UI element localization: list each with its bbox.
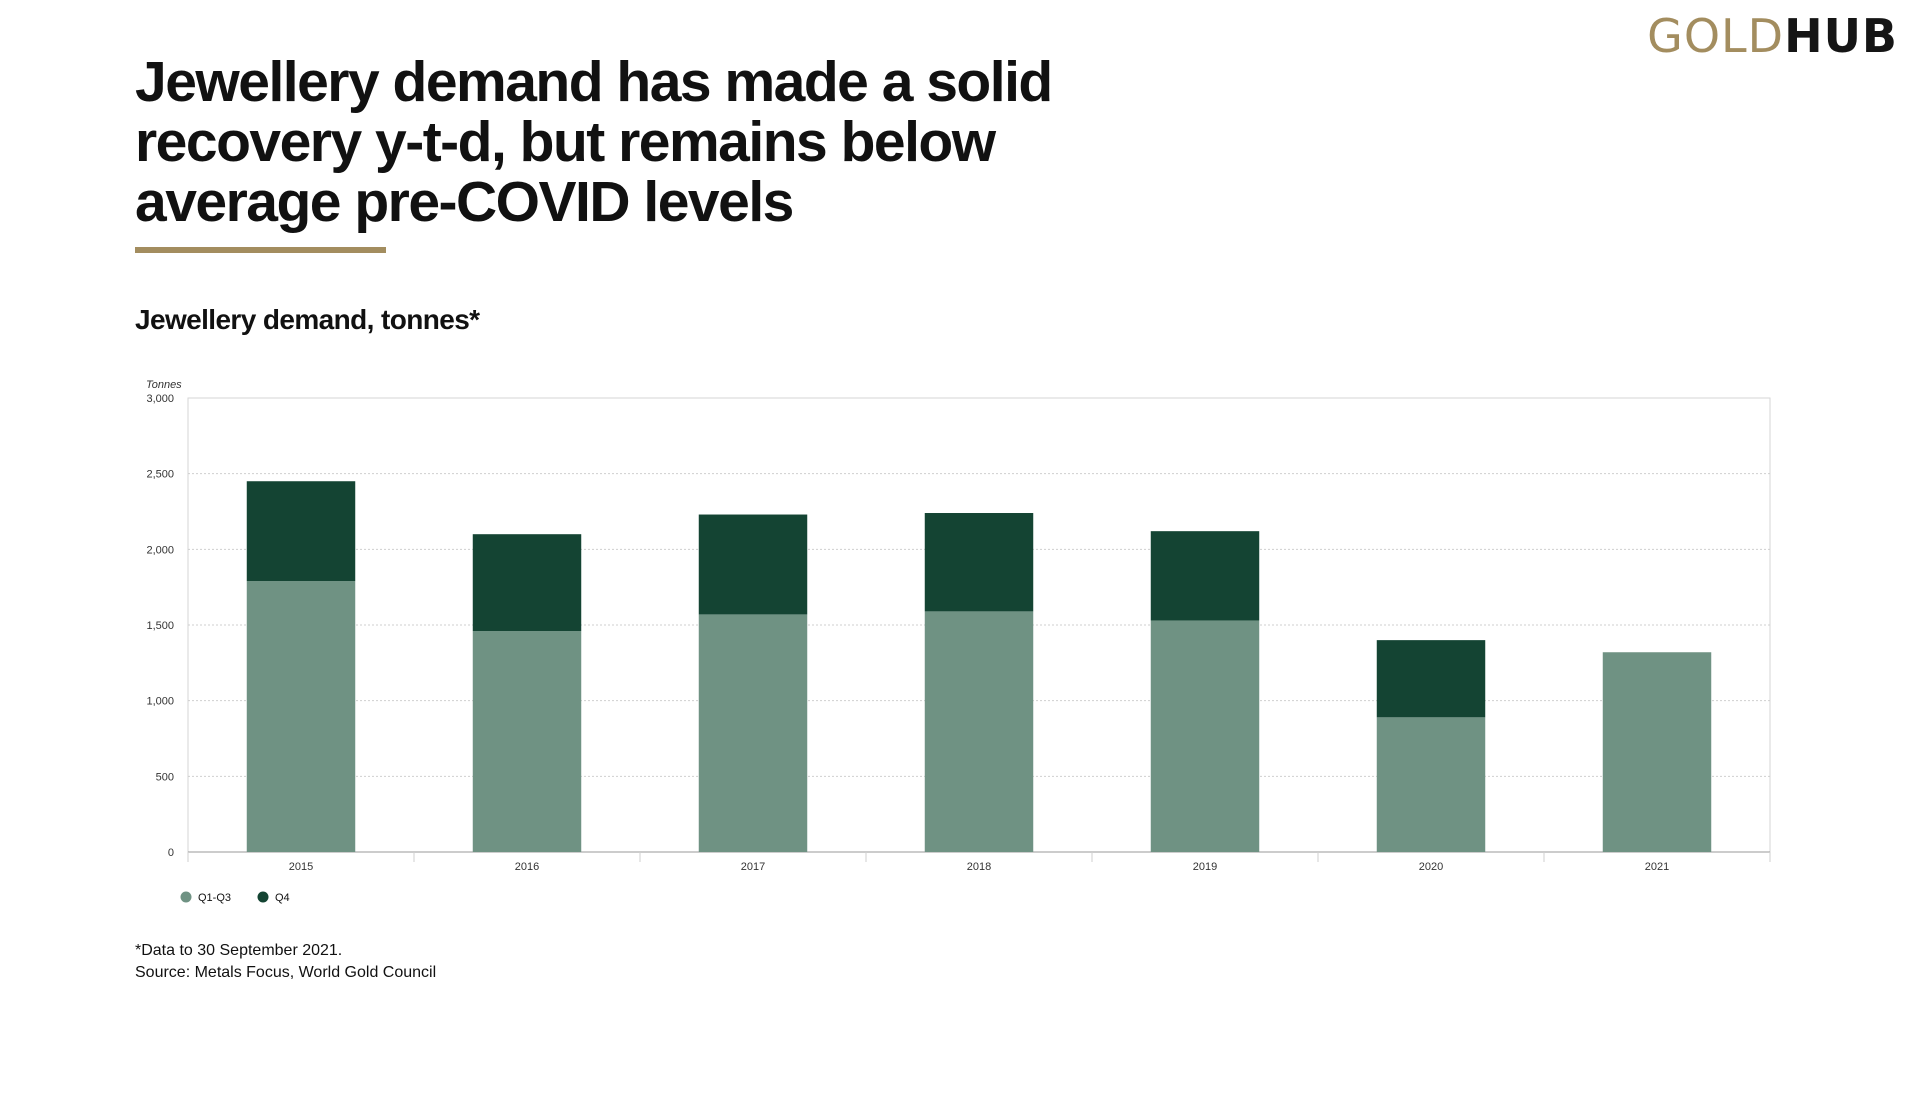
y-tick-label: 500 [156,771,174,783]
bar-q1-q3-2021 [1602,652,1712,852]
bar-q1-q3-2019 [1150,620,1260,852]
bar-q4-2019 [1150,531,1260,621]
footnote-source: Source: Metals Focus, World Gold Council [135,964,437,981]
bar-q4-2016 [472,534,582,632]
footnote-note: *Data to 30 September 2021. [135,942,343,959]
x-tick-label: 2019 [1193,861,1217,873]
x-tick-label: 2015 [289,861,313,873]
bar-q1-q3-2016 [472,631,582,852]
y-tick-label: 0 [168,847,174,859]
y-axis-label: Tonnes [146,379,182,391]
y-tick-label: 2,500 [146,469,174,481]
bar-q1-q3-2018 [924,611,1034,852]
legend-marker [180,891,192,903]
logo-gold-text: GOLD [1647,9,1785,63]
goldhub-logo[interactable]: GOLDHUB [1647,8,1898,64]
y-tick-label: 3,000 [146,393,174,405]
y-tick-label: 1,000 [146,696,174,708]
x-tick-label: 2017 [741,861,765,873]
bar-q4-2017 [698,514,808,615]
y-tick-label: 1,500 [146,620,174,632]
bar-q1-q3-2015 [246,581,356,852]
bar-q4-2018 [924,513,1034,612]
bar-q1-q3-2020 [1376,717,1486,852]
chart-title: Jewellery demand, tonnes* [135,304,480,335]
bar-q4-2020 [1376,640,1486,718]
legend-marker [257,891,269,903]
logo-hub-text: HUB [1784,9,1898,63]
x-tick-label: 2018 [967,861,991,873]
footnote: *Data to 30 September 2021. Source: Meta… [135,940,436,984]
page-title: Jewellery demand has made a solid recove… [135,50,1053,234]
bar-q1-q3-2017 [698,614,808,852]
legend-label: Q4 [275,892,290,904]
x-tick-label: 2021 [1645,861,1669,873]
x-tick-label: 2020 [1419,861,1443,873]
x-tick-label: 2016 [515,861,539,873]
y-tick-label: 2,000 [146,544,174,556]
title-underline [135,247,386,253]
legend-label: Q1-Q3 [198,892,231,904]
bar-q4-2015 [246,481,356,582]
